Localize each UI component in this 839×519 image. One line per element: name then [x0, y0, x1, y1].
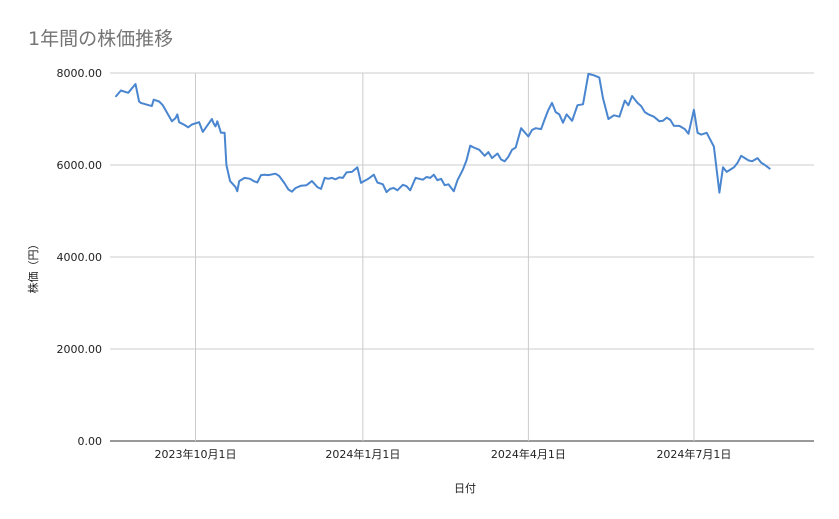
- y-axis-ticks: 0.00 2000.00 4000.00 6000.00 8000.00: [57, 67, 103, 448]
- chart-title: 1年間の株価推移: [28, 28, 174, 50]
- x-tick-label: 2023年10月1日: [154, 447, 236, 461]
- x-tick-label: 2024年4月1日: [491, 447, 566, 461]
- x-axis-ticks: 2023年10月1日 2024年1月1日 2024年4月1日 2024年7月1日: [154, 447, 731, 461]
- x-tick-label: 2024年1月1日: [325, 447, 400, 461]
- y-tick-label: 6000.00: [57, 159, 103, 172]
- y-tick-label: 0.00: [78, 435, 103, 448]
- y-axis-title: 株価（円）: [26, 239, 40, 294]
- y-tick-label: 8000.00: [57, 67, 103, 80]
- y-tick-label: 2000.00: [57, 343, 103, 356]
- series-line: [114, 72, 771, 194]
- y-tick-label: 4000.00: [57, 251, 103, 264]
- gridlines: [110, 72, 814, 442]
- series-layer: [114, 72, 771, 194]
- x-tick-label: 2024年7月1日: [656, 447, 731, 461]
- x-axis-title: 日付: [454, 482, 476, 495]
